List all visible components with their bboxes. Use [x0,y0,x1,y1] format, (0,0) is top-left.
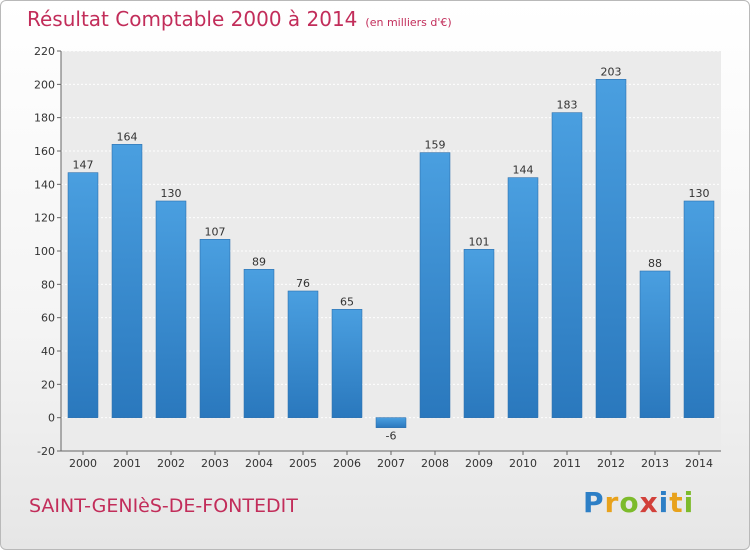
data-label-2009: 101 [469,235,490,248]
x-tick-label-2004: 2004 [245,457,273,470]
bar-2011 [551,112,583,418]
data-label-2012: 203 [601,65,622,78]
y-tick-label: 160 [34,145,55,158]
logo-letter: t [669,486,684,519]
y-tick-label: 40 [41,345,55,358]
data-label-2010: 144 [513,164,534,177]
x-tick-label-2006: 2006 [333,457,361,470]
bar-2003 [199,239,231,418]
x-tick-label-2005: 2005 [289,457,317,470]
bar-2013 [639,270,671,418]
x-tick-label-2010: 2010 [509,457,537,470]
y-tick-label: -20 [37,445,55,458]
y-tick-label: 60 [41,312,55,325]
x-tick-label-2008: 2008 [421,457,449,470]
y-tick-label: 80 [41,278,55,291]
data-label-2014: 130 [689,187,710,200]
data-label-2007: -6 [386,430,397,443]
x-tick-label-2000: 2000 [69,457,97,470]
axes: -20 0 20 40 60 80 100 120 140 160 180 200 220 2000 200… [34,45,721,470]
data-label-2006: 65 [340,295,354,308]
bar-2007 [375,417,407,428]
bar-2004 [243,269,275,418]
logo-letter: i [658,486,670,519]
data-label-2003: 107 [205,225,226,238]
y-tick-label: 200 [34,78,55,91]
y-tick-label: 180 [34,112,55,125]
bar-2008 [419,152,451,418]
data-label-2004: 89 [252,255,266,268]
location-name: SAINT-GENIèS-DE-FONTEDIT [29,495,298,517]
x-tick-label-2013: 2013 [641,457,669,470]
data-label-2013: 88 [648,257,662,270]
x-tick-label-2012: 2012 [597,457,625,470]
bar-2014 [683,200,715,418]
y-tick-label: 20 [41,378,55,391]
y-tick-label: 120 [34,212,55,225]
chart-title-text: Résultat Comptable 2000 à 2014 [27,7,358,31]
logo-letter: r [604,486,620,519]
bar-2009 [463,249,495,418]
proxiti-logo: Proxiti [583,486,694,519]
chart-subtitle: (en milliers d'€) [365,16,452,29]
data-label-2001: 164 [117,130,138,143]
y-tick-label: 220 [34,45,55,58]
bar-2006 [331,309,363,418]
bar-2001 [111,144,143,418]
data-label-2008: 159 [425,139,446,152]
x-tick-label-2014: 2014 [685,457,713,470]
logo-letter: o [619,486,640,519]
x-tick-label-2007: 2007 [377,457,405,470]
logo-letter: P [583,486,605,519]
data-label-2000: 147 [73,159,94,172]
data-label-2002: 130 [161,187,182,200]
bar-2005 [287,290,319,418]
x-tick-label-2009: 2009 [465,457,493,470]
data-label-2011: 183 [557,99,578,112]
y-tick-label: 100 [34,245,55,258]
x-tick-label-2011: 2011 [553,457,581,470]
x-tick-label-2001: 2001 [113,457,141,470]
bars [67,79,715,428]
logo-letter: x [639,486,659,519]
bar-2010 [507,177,539,418]
y-tick-label: 0 [48,412,55,425]
logo-letter: i [683,486,695,519]
data-labels: 147 164 130 107 89 76 65 -6 159 101 144 183 203 88 130 [73,65,710,442]
bar-2012 [595,79,627,418]
chart-title: Résultat Comptable 2000 à 2014 (en millie… [27,7,452,31]
bar-2002 [155,200,187,418]
x-tick-label-2002: 2002 [157,457,185,470]
x-tick-label-2003: 2003 [201,457,229,470]
bar-2000 [67,172,99,418]
y-tick-label: 140 [34,178,55,191]
data-label-2005: 76 [296,277,310,290]
